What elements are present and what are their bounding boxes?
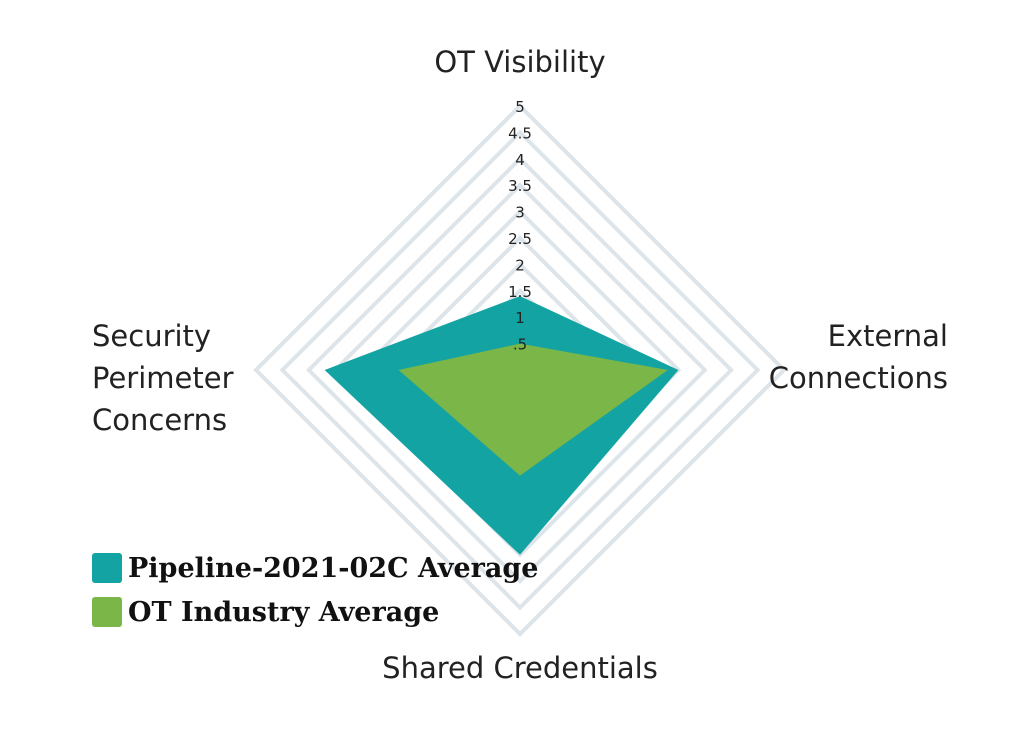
radar-series [324, 296, 679, 555]
tick-label-10: 5 [515, 98, 525, 116]
legend-label-ot-industry: OT Industry Average [128, 596, 440, 628]
legend-swatch-ot-industry [92, 597, 122, 627]
tick-label-8: 4 [515, 151, 525, 169]
legend-item-pipeline: Pipeline-2021-02C Average [92, 546, 538, 590]
radar-tick-labels: .5 1 1.5 2 2.5 3 3.5 4 4.5 5 [508, 98, 532, 354]
tick-label-1: .5 [513, 336, 527, 354]
grid-ring-10 [253, 103, 787, 637]
axis-label-external-connections: External Connections [769, 319, 948, 395]
radar-axis-labels: OT Visibility External Connections Shared C… [92, 45, 948, 685]
tick-label-9: 4.5 [508, 124, 532, 142]
legend-swatch-pipeline [92, 553, 122, 583]
tick-label-6: 3 [515, 204, 525, 222]
legend-label-pipeline: Pipeline-2021-02C Average [128, 552, 539, 584]
chart-legend: Pipeline-2021-02C Average OT Industry Av… [92, 546, 538, 634]
grid-ring-9 [279, 129, 761, 611]
tick-label-5: 2.5 [508, 230, 532, 248]
axis-label-shared-credentials: Shared Credentials [382, 651, 658, 685]
axis-label-ot-visibility: OT Visibility [434, 45, 605, 79]
legend-item-ot-industry: OT Industry Average [92, 590, 538, 634]
tick-label-7: 3.5 [508, 177, 532, 195]
grid-ring-8 [305, 155, 735, 585]
tick-label-4: 2 [515, 256, 525, 274]
tick-label-3: 1.5 [508, 283, 532, 301]
axis-label-security-perimeter-concerns: Security Perimeter Concerns [92, 319, 234, 437]
series-area-ot-industry-average [398, 343, 668, 476]
tick-label-2: 1 [515, 309, 525, 327]
